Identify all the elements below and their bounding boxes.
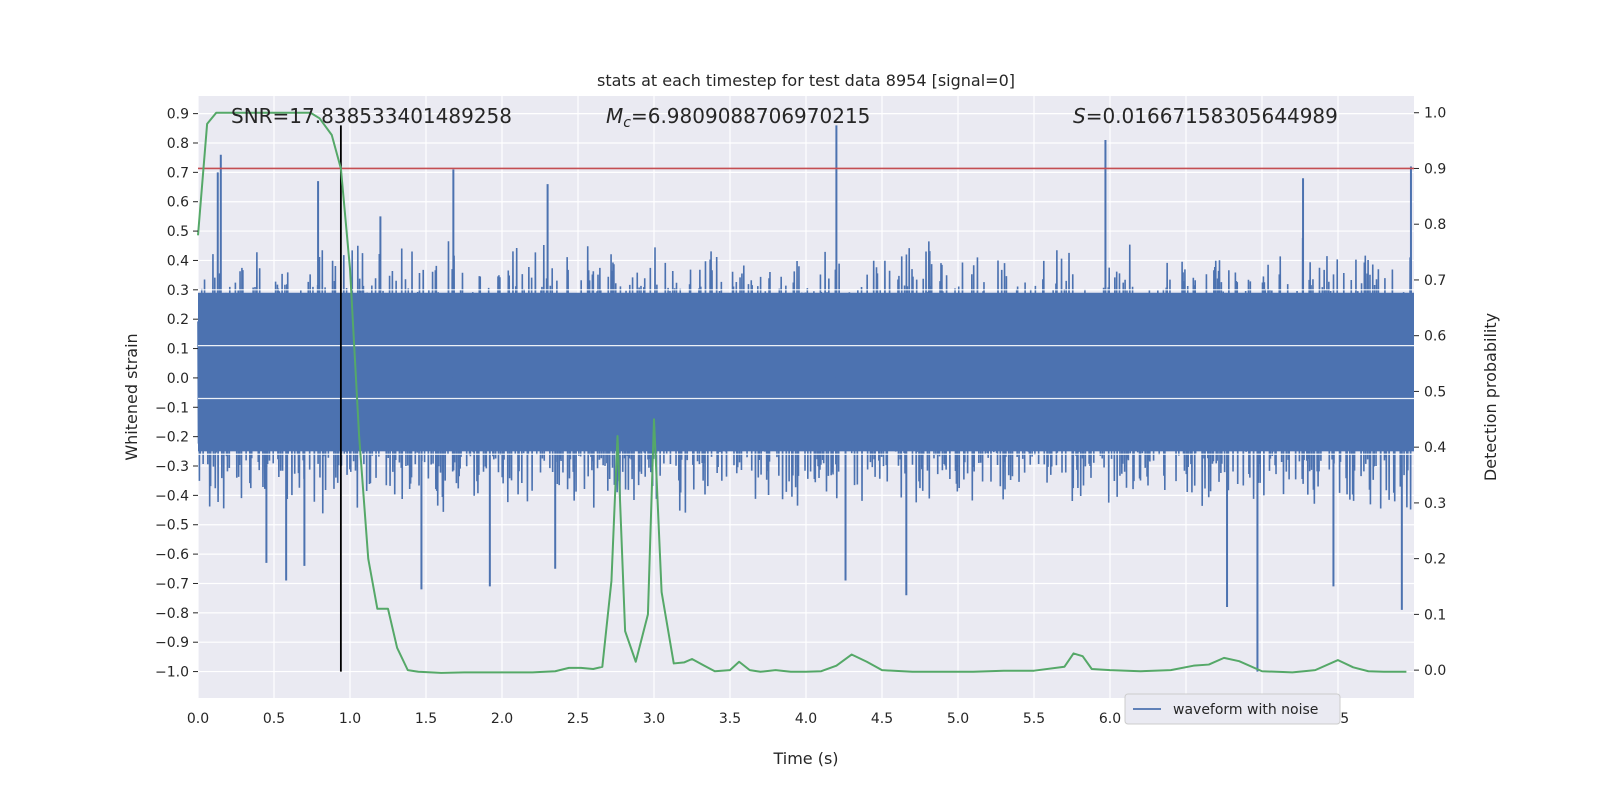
y-right-tick-label: 0.6 [1424,329,1446,345]
mc-symbol: M [606,104,623,128]
y-left-tick-label: 0.4 [167,253,189,269]
y-axis-left: 0.9 0.8 0.7 0.6 0.5 0.4 0.3 0.2 0.1 0.0 −0.1 −0.2 −0… [155,107,198,681]
mc-value: =6.9809088706970215 [631,104,870,128]
x-axis-label: Time (s) [772,749,838,768]
y-right-tick-label: 0.7 [1424,273,1446,289]
y-left-tick-label: −0.2 [155,430,189,446]
x-tick-label: 2.0 [491,711,513,727]
y-right-tick-label: 0.4 [1424,440,1446,456]
x-tick-label: 3.0 [643,711,665,727]
y-right-tick-label: 0.9 [1424,161,1446,177]
legend-box [1124,693,1341,725]
legend-label-waveform: waveform with noise [1173,702,1318,718]
waveform-dense-band [198,292,1414,452]
overlays [197,111,1414,674]
x-tick-label: 5.5 [1023,711,1045,727]
y-left-tick-label: 0.9 [167,107,189,123]
x-tick-label: 4.0 [795,711,817,727]
x-tick-label: 6.0 [1099,711,1121,727]
y-axis-right: 1.0 0.9 0.8 0.7 0.6 0.5 0.4 0.3 0.2 0.1 0.0 [1414,106,1446,679]
x-tick-label: 2.5 [567,711,589,727]
probability-line [197,111,1407,674]
y-right-tick-label: 1.0 [1424,106,1446,122]
y-left-tick-label: 0.1 [167,342,189,358]
y-left-tick-label: 0.7 [167,165,189,181]
y-left-tick-label: −0.7 [155,576,189,592]
x-tick-label: 0.5 [263,711,285,727]
y-left-tick-label: 0.5 [167,224,189,240]
y-right-tick-label: 0.0 [1424,663,1446,679]
s-annotation: S=0.01667158305644989 [1073,104,1338,128]
x-tick-label: 4.5 [871,711,893,727]
x-tick-label: 0.0 [187,711,209,727]
y-right-tick-label: 0.2 [1424,552,1446,568]
y-left-tick-label: −0.9 [155,635,189,651]
y-left-tick-label: −0.3 [155,459,189,475]
y-left-tick-label: 0.2 [167,312,189,328]
y-left-tick-label: −1.0 [155,665,189,681]
snr-annotation: SNR=17.838533401489258 [231,104,512,128]
x-tick-label: 1.5 [415,711,437,727]
legend: waveform with noise [1124,693,1341,725]
y-right-tick-label: 0.1 [1424,607,1446,623]
mc-subscript: c [623,115,631,131]
chart-title: stats at each timestep for test data 895… [597,71,1015,90]
mc-annotation: Mc=6.9809088706970215 [606,104,870,131]
y-left-tick-label: 0.8 [167,136,189,152]
y-left-tick-label: −0.8 [155,606,189,622]
y-left-tick-label: 0.0 [167,371,189,387]
y-axis-right-label: Detection probability [1481,313,1500,481]
y-right-tick-label: 0.8 [1424,217,1446,233]
y-left-tick-label: −0.6 [155,547,189,563]
y-axis-left-label: Whitened strain [122,333,141,460]
x-tick-label: 1.0 [339,711,361,727]
y-left-tick-label: 0.6 [167,195,189,211]
s-value: =0.01667158305644989 [1086,104,1338,128]
s-symbol: S [1073,104,1086,128]
y-right-tick-label: 0.3 [1424,496,1446,512]
y-left-tick-label: −0.5 [155,518,189,534]
waveform-series [197,125,1414,672]
x-tick-label: 5.0 [947,711,969,727]
y-left-tick-label: 0.3 [167,283,189,299]
y-left-tick-label: −0.1 [155,400,189,416]
y-right-tick-label: 0.5 [1424,384,1446,400]
x-tick-label: 3.5 [719,711,741,727]
y-left-tick-label: −0.4 [155,488,189,504]
